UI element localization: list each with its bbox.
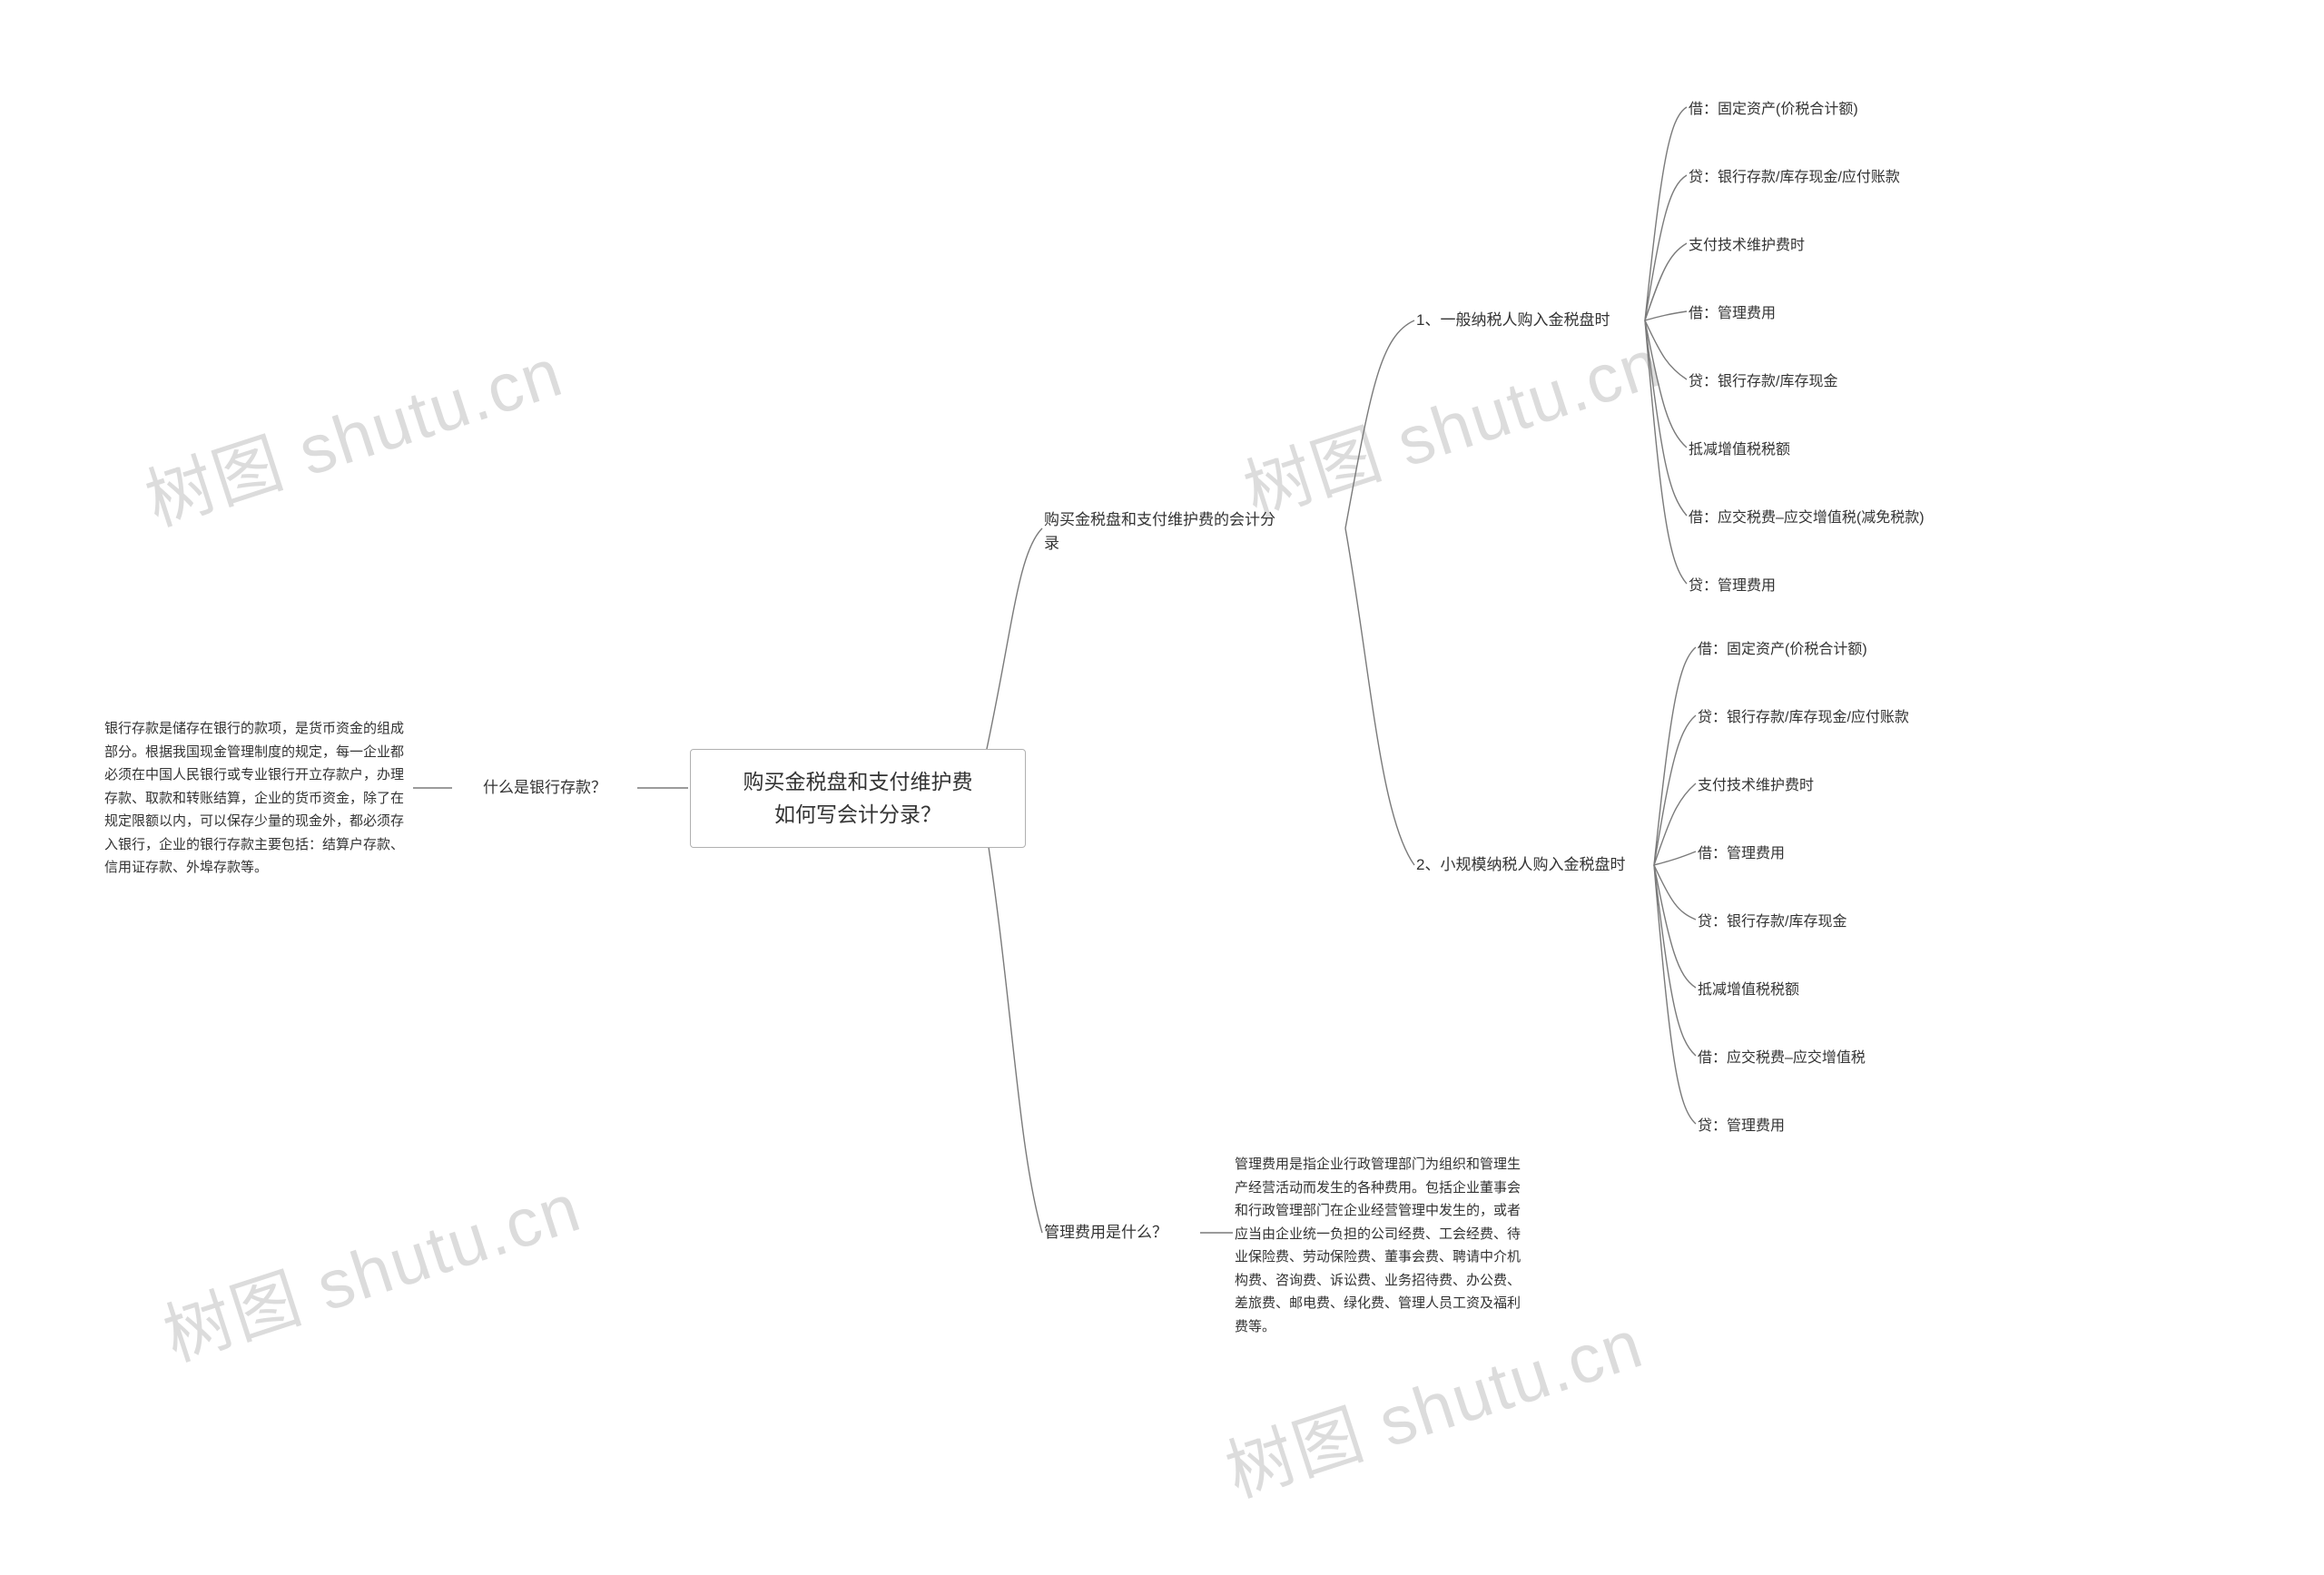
leaf-item: 贷：银行存款/库存现金 — [1698, 908, 1846, 937]
watermark: 树图 shutu.cn — [150, 1152, 592, 1380]
group2-label: 2、小规模纳税人购入金税盘时 — [1416, 853, 1652, 877]
leaf-item: 借：固定资产(价税合计额) — [1689, 95, 1858, 124]
leaf-item: 借：应交税费–应交增值税 — [1698, 1044, 1866, 1073]
left-branch-label: 什么是银行存款？ — [454, 776, 635, 800]
leaf-item: 贷：管理费用 — [1689, 572, 1776, 601]
leaf-item: 借：管理费用 — [1689, 300, 1776, 329]
leaf-item: 贷：银行存款/库存现金 — [1689, 368, 1837, 397]
root-node: 购买金税盘和支付维护费 如何写会计分录？ — [690, 749, 1026, 848]
leaf-item: 借：固定资产(价税合计额) — [1698, 635, 1867, 664]
watermark: 树图 shutu.cn — [1230, 308, 1672, 536]
group1-label: 1、一般纳税人购入金税盘时 — [1416, 309, 1643, 332]
leaf-item: 支付技术维护费时 — [1689, 231, 1805, 261]
leaf-item: 贷：银行存款/库存现金/应付账款 — [1689, 163, 1900, 192]
leaf-item: 抵减增值税税额 — [1698, 976, 1799, 1005]
leaf-item: 借：应交税费–应交增值税(减免税款) — [1689, 504, 1925, 533]
leaf-item: 贷：管理费用 — [1698, 1112, 1785, 1141]
mindmap-stage: 树图 shutu.cn 树图 shutu.cn 树图 shutu.cn 树图 s… — [0, 0, 2324, 1575]
leaf-item: 贷：银行存款/库存现金/应付账款 — [1698, 704, 1909, 733]
leaf-item: 抵减增值税税额 — [1689, 436, 1790, 465]
admin-expense-paragraph: 管理费用是指企业行政管理部门为组织和管理生产经营活动而发生的各种费用。包括企业董… — [1235, 1153, 1530, 1338]
leaf-item: 支付技术维护费时 — [1698, 772, 1814, 801]
leaf-item: 借：管理费用 — [1698, 840, 1785, 869]
admin-expense-label: 管理费用是什么？ — [1044, 1221, 1198, 1245]
left-branch-paragraph: 银行存款是储存在银行的款项，是货币资金的组成部分。根据我国现金管理制度的规定，每… — [104, 717, 409, 880]
watermark: 树图 shutu.cn — [132, 317, 574, 545]
entries-branch-label: 购买金税盘和支付维护费的会计分 录 — [1044, 508, 1344, 556]
